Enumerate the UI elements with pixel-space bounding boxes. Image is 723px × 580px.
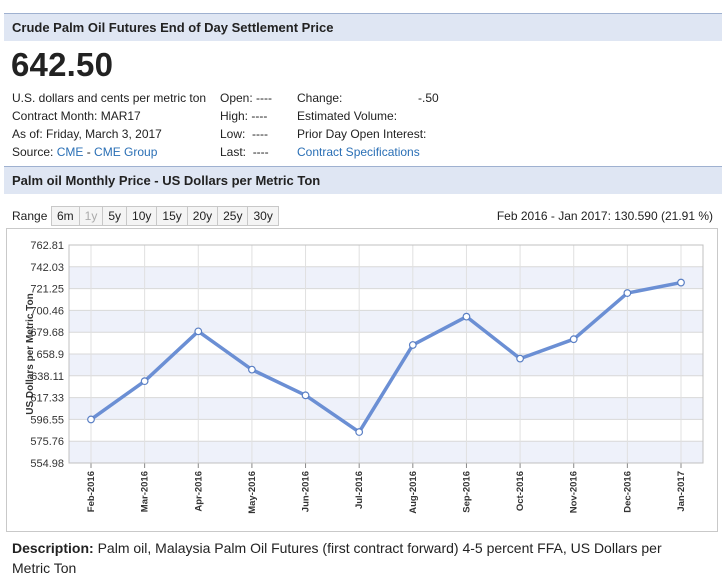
- data-point: [408, 341, 417, 349]
- data-point: [301, 391, 310, 400]
- plot-band: [69, 354, 703, 376]
- range-summary: Feb 2016 - Jan 2017: 130.590 (21.91 %): [496, 209, 713, 223]
- chart-section-bar: Palm oil Monthly Price - US Dollars per …: [4, 166, 722, 194]
- plot-band: [69, 266, 703, 289]
- change-label: Change:: [297, 91, 343, 105]
- y-axis-label: US Dollars per Metric Ton: [25, 293, 36, 415]
- x-tick-label: Jun-2016: [301, 471, 312, 512]
- plot-band: [69, 441, 703, 463]
- plot-border: [68, 244, 704, 464]
- y-tick-label: 762.81: [30, 240, 64, 252]
- range-buttons: 6m 1y 5y 10y 15y 20y 25y 30y: [51, 206, 279, 226]
- data-point: [516, 354, 524, 363]
- quote-ohlc: Open: ---- High: ---- Low: ---- Last: --…: [220, 89, 272, 161]
- y-tick-label: 658.9: [36, 349, 64, 361]
- quote-info-left: U.S. dollars and cents per metric ton Co…: [12, 89, 206, 161]
- data-point: [623, 289, 632, 297]
- range-button-5y[interactable]: 5y: [102, 206, 128, 226]
- data-point: [194, 327, 203, 336]
- y-tick-label: 554.98: [30, 458, 64, 470]
- source-label: Source:: [12, 145, 54, 159]
- contract-specifications-link[interactable]: Contract Specifications: [297, 145, 420, 159]
- source-cme-group-link[interactable]: CME Group: [94, 145, 158, 159]
- high-value: ----: [251, 109, 268, 123]
- data-point: [462, 312, 471, 321]
- x-tick-label: Jan-2017: [676, 471, 687, 512]
- data-point: [355, 428, 364, 436]
- range-button-25y[interactable]: 25y: [217, 206, 249, 226]
- range-button-30y[interactable]: 30y: [247, 206, 279, 226]
- unit-text: U.S. dollars and cents per metric ton: [12, 91, 207, 105]
- plot-band: [69, 310, 703, 333]
- change-value: -.50: [418, 91, 439, 105]
- range-button-1y[interactable]: 1y: [78, 206, 104, 226]
- price-chart-svg: 762.81 742.03 721.25 700.46 679.68 658.9 638.1…: [25, 240, 704, 514]
- quote-stats-values: -.50: [418, 89, 439, 107]
- source-row: Source: CME - CME Group: [12, 143, 206, 161]
- x-tick-label: Apr-2016: [193, 471, 204, 512]
- last-value: ----: [252, 145, 269, 159]
- y-tick-label: 575.76: [30, 436, 64, 448]
- x-tick-label: Dec-2016: [622, 471, 633, 513]
- low-value: ----: [252, 127, 269, 141]
- range-button-20y[interactable]: 20y: [186, 206, 219, 226]
- description-label: Description:: [12, 540, 94, 556]
- price-series-line: [89, 280, 683, 434]
- y-tick-label: 679.68: [30, 327, 64, 339]
- x-tick-label: Oct-2016: [515, 471, 526, 511]
- x-tick-label: Feb-2016: [86, 471, 97, 512]
- range-button-10y[interactable]: 10y: [126, 206, 158, 226]
- data-point: [569, 335, 578, 344]
- x-tick-label: Mar-2016: [140, 471, 151, 512]
- data-point: [677, 278, 685, 287]
- data-point: [140, 377, 149, 386]
- header-bar: Crude Palm Oil Futures End of Day Settle…: [4, 13, 722, 41]
- y-tick-label: 638.11: [31, 371, 64, 383]
- range-button-6m[interactable]: 6m: [51, 206, 80, 226]
- plot-band: [69, 397, 703, 420]
- page-title: Crude Palm Oil Futures End of Day Settle…: [12, 20, 334, 35]
- description-text: Palm oil, Malaysia Palm Oil Futures (fir…: [12, 540, 662, 576]
- data-point: [87, 415, 95, 424]
- y-tick-label: 596.55: [30, 414, 64, 426]
- y-tick-label: 721.25: [30, 284, 64, 296]
- x-tick-label: Nov-2016: [569, 471, 580, 513]
- as-of-date: As of: Friday, March 3, 2017: [12, 127, 162, 141]
- source-cme-link[interactable]: CME: [56, 145, 84, 159]
- open-label: Open:: [220, 91, 253, 105]
- x-tick-label: May-2016: [247, 471, 258, 514]
- contract-month: Contract Month: MAR17: [12, 109, 141, 123]
- chart-section-title: Palm oil Monthly Price - US Dollars per …: [12, 173, 321, 188]
- low-label: Low:: [220, 127, 246, 141]
- open-interest-label: Prior Day Open Interest:: [297, 127, 427, 141]
- y-tick-label: 742.03: [30, 262, 64, 274]
- high-label: High:: [220, 109, 249, 123]
- range-label: Range: [12, 209, 48, 223]
- settlement-price: 642.50: [11, 46, 114, 83]
- x-tick-label: Jul-2016: [354, 471, 365, 509]
- price-chart: 762.81 742.03 721.25 700.46 679.68 658.9 638.1…: [6, 228, 718, 532]
- range-button-15y[interactable]: 15y: [156, 206, 188, 226]
- data-point: [248, 365, 256, 374]
- volume-label: Estimated Volume:: [297, 109, 398, 123]
- x-tick-label: Aug-2016: [408, 471, 419, 514]
- source-separator: -: [83, 145, 95, 159]
- y-tick-label: 700.46: [30, 305, 64, 317]
- quote-stats: Change: Estimated Volume: Prior Day Open…: [297, 89, 426, 161]
- open-value: ----: [256, 91, 273, 105]
- last-label: Last:: [220, 145, 247, 159]
- y-tick-label: 617.33: [30, 393, 64, 405]
- x-tick-label: Sep-2016: [461, 471, 472, 513]
- description: Description: Palm oil, Malaysia Palm Oil…: [12, 538, 702, 578]
